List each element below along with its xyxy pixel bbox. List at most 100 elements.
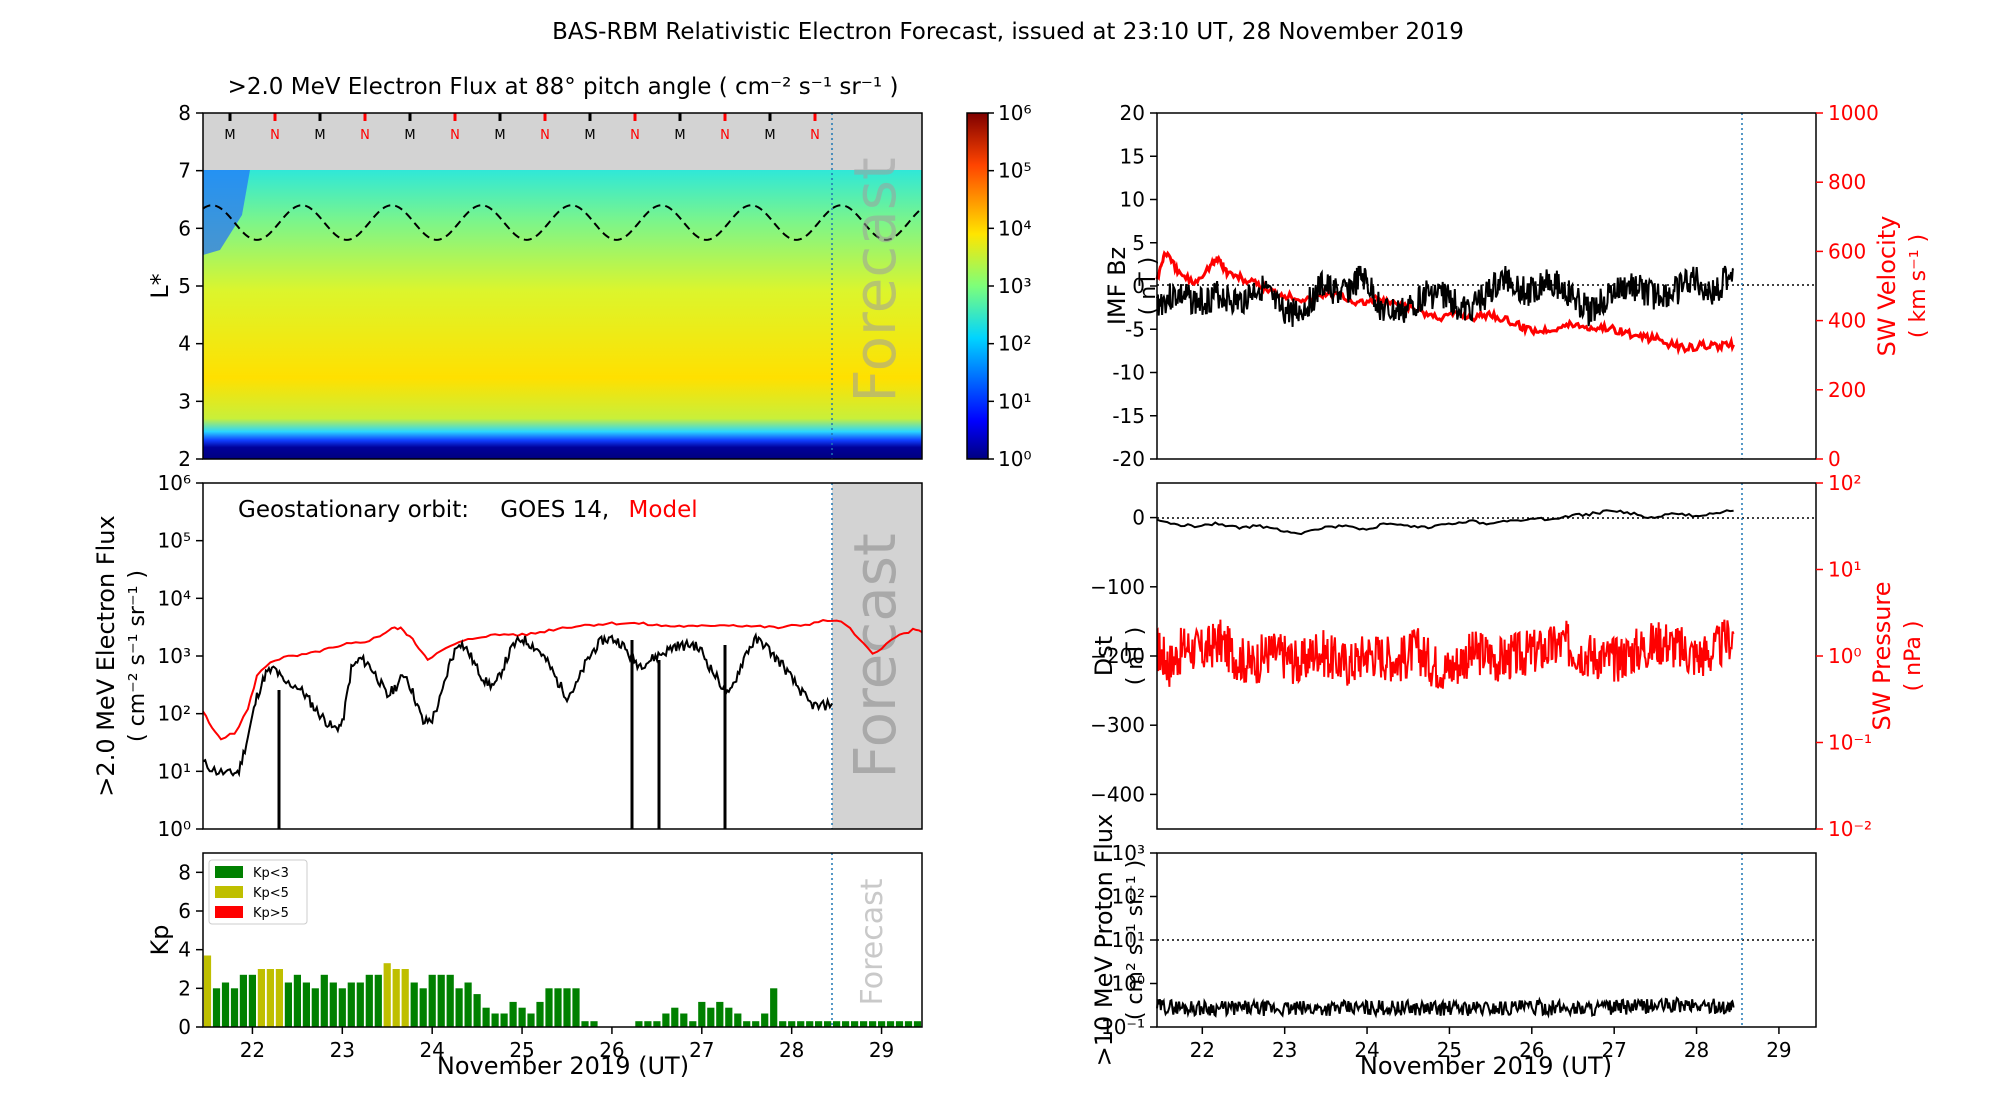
kp-bar <box>329 982 337 1027</box>
forecast-shade <box>832 483 922 829</box>
x-tick-label: 28 <box>779 1038 804 1062</box>
y-tick-label: −300 <box>1090 713 1145 737</box>
x-tick-label: 25 <box>509 1038 534 1062</box>
y-tick-label: 20 <box>1120 101 1145 125</box>
y-tick-label: 8 <box>178 860 191 884</box>
legend-swatch <box>215 906 243 918</box>
x-tick-label: 27 <box>689 1038 714 1062</box>
colorbar <box>966 112 989 460</box>
kp-bar <box>904 1021 913 1027</box>
y2-axis-label: SW Pressure <box>1868 581 1896 730</box>
forecast-label: Forecast <box>841 157 909 402</box>
orbit-label: N <box>360 128 370 143</box>
kp-bar <box>886 1021 895 1027</box>
kp-bar <box>913 1021 922 1027</box>
y-axis-label: L* <box>146 273 174 298</box>
kp-bar <box>293 974 301 1027</box>
annotation-satellite: GOES 14, <box>500 497 609 523</box>
y-tick-label: 10⁻¹ <box>1828 731 1872 755</box>
kp-bar <box>347 982 355 1027</box>
colorbar-tick-label: 10⁶ <box>998 101 1031 125</box>
dst-line <box>1156 509 1734 536</box>
y-tick-label: −100 <box>1090 575 1145 599</box>
y-tick-label: 10³ <box>1112 841 1145 865</box>
y2-axis-units: ( km s⁻¹ ) <box>1906 234 1931 338</box>
kp-bar <box>266 969 274 1027</box>
kp-bar <box>581 1021 589 1027</box>
sw-pressure-line <box>1156 619 1735 689</box>
y-axis-label: Kp <box>146 925 174 956</box>
y-tick-label: 6 <box>178 216 191 240</box>
orbit-label: M <box>494 128 505 143</box>
y-tick-label: 4 <box>178 938 191 962</box>
orbit-label: M <box>314 128 325 143</box>
kp-bar <box>842 1021 850 1027</box>
figure-title: BAS-RBM Relativistic Electron Forecast, … <box>552 19 1464 45</box>
colorbar-tick-label: 10¹ <box>998 389 1031 413</box>
y-tick-label: 400 <box>1828 309 1866 333</box>
y-axis-label: >2.0 MeV Electron Flux <box>92 515 120 796</box>
y-tick-label: 0 <box>1828 447 1841 471</box>
kp-bar <box>545 988 553 1027</box>
x-tick-label: 29 <box>869 1038 894 1062</box>
kp-bar <box>653 1021 661 1027</box>
y-axis-label: Dst <box>1090 636 1118 676</box>
y-tick-label: −400 <box>1090 782 1145 806</box>
x-axis: 22 23 24 25 26 27 28 29 <box>240 1027 894 1062</box>
panel-proton-flux: 10⁻¹ 10⁰ 10¹ 10² 10³ 22 23 24 25 26 27 28 29 >10 Me… <box>1090 814 1817 1080</box>
kp-bar <box>212 988 221 1027</box>
y-tick-label: -5 <box>1125 317 1145 341</box>
kp-bar <box>392 969 400 1027</box>
y2-axis-units: ( nPa ) <box>1901 621 1926 692</box>
y-axis-left: -20 -15 -10 -5 0 5 10 15 20 <box>1112 101 1157 471</box>
y-tick-label: 10 <box>1120 188 1145 212</box>
y-tick-label: 10² <box>158 702 191 726</box>
kp-bar <box>671 1007 679 1027</box>
kp-bar <box>554 988 562 1027</box>
kp-bar <box>410 982 418 1027</box>
y-tick-label: 3 <box>178 389 191 413</box>
kp-bar <box>851 1021 859 1027</box>
y-tick-label: 6 <box>178 899 191 923</box>
y-tick-label: 10¹ <box>1112 928 1145 952</box>
y-tick-label: 1000 <box>1828 101 1879 125</box>
y-tick-label: 0 <box>1132 274 1145 298</box>
y-axis-units: ( cm² s⁻¹ sr⁻¹ ) <box>1123 860 1148 1020</box>
orbit-label: N <box>540 128 550 143</box>
x-tick-label: 24 <box>1354 1038 1379 1062</box>
kp-bar <box>680 1013 688 1027</box>
y-tick-label: 10⁰ <box>158 817 191 841</box>
y-axis-units: ( nT ) <box>1123 627 1148 686</box>
kp-bar <box>500 1013 508 1027</box>
kp-bar <box>788 1021 796 1027</box>
annotation-prefix: Geostationary orbit: <box>238 497 469 523</box>
y-tick-label: 2 <box>178 447 191 471</box>
y-tick-label: 7 <box>178 159 191 183</box>
y-tick-label: 15 <box>1120 144 1145 168</box>
kp-bar <box>437 974 445 1027</box>
kp-bar <box>797 1021 805 1027</box>
y-tick-label: 10⁰ <box>1112 972 1145 996</box>
kp-bar <box>302 982 310 1027</box>
y-tick-label: 10² <box>1112 885 1145 909</box>
kp-bar <box>491 1013 499 1027</box>
colorbar-tick-label: 10⁵ <box>998 159 1031 183</box>
y-tick-label: 10³ <box>158 644 191 668</box>
imf-bz-line <box>1156 265 1735 327</box>
y-tick-label: -20 <box>1112 447 1145 471</box>
y-tick-label: 0 <box>1132 506 1145 530</box>
kp-bar <box>356 982 364 1027</box>
kp-bar <box>779 1021 787 1027</box>
x-tick-label: 25 <box>1437 1038 1462 1062</box>
kp-bar <box>518 1007 526 1027</box>
y-axis-left: −400 −300 −200 −100 0 <box>1090 506 1157 806</box>
kp-bar <box>230 988 239 1027</box>
sw-velocity-line <box>1155 250 1735 356</box>
kp-bar <box>662 1013 670 1027</box>
kp-bar <box>590 1021 598 1027</box>
kp-bar <box>725 1007 733 1027</box>
kp-bar <box>752 1021 760 1027</box>
y-axis-label: IMF Bz <box>1103 247 1131 325</box>
y-tick-label: 5 <box>178 274 191 298</box>
